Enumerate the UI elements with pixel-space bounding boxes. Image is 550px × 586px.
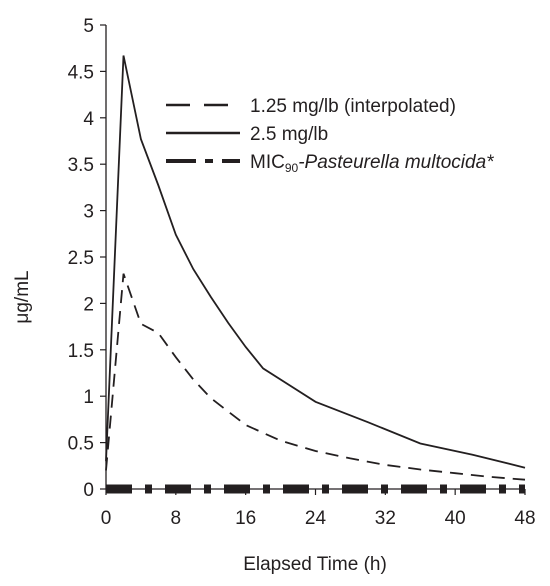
legend: 1.25 mg/lb (interpolated) 2.5 mg/lb MIC90-… <box>166 96 494 175</box>
axes <box>105 25 525 490</box>
y-tick-label: 2.5 <box>68 248 94 269</box>
y-tick-label: 0 <box>83 480 94 501</box>
x-tick-label: 24 <box>305 508 327 529</box>
series-line-dashed <box>105 273 526 481</box>
legend-label: 1.25 mg/lb (interpolated) <box>250 96 456 117</box>
x-tick-label: 16 <box>235 508 256 529</box>
plot-lines <box>105 55 526 494</box>
series-line-solid <box>105 55 526 469</box>
y-tick-label: 3.5 <box>68 155 94 176</box>
x-tick-label: 32 <box>375 508 396 529</box>
legend-label: 2.5 mg/lb <box>250 124 328 145</box>
y-tick-label: 1.5 <box>68 341 94 362</box>
y-axis-title: μg/mL <box>12 270 33 323</box>
x-tick-label: 40 <box>445 508 466 529</box>
x-axis-title: Elapsed Time (h) <box>243 554 387 575</box>
y-tick-label: 1 <box>83 387 94 408</box>
y-tick-label: 4.5 <box>68 62 94 83</box>
legend-label: MIC90-Pasteurella multocida* <box>250 152 494 175</box>
y-tick-label: 4 <box>83 109 94 130</box>
x-tick-label: 0 <box>101 508 112 529</box>
y-tick-label: 0.5 <box>68 434 94 455</box>
x-tick-label: 8 <box>171 508 182 529</box>
y-tick-label: 2 <box>83 294 94 315</box>
x-tick-label: 48 <box>514 508 535 529</box>
y-tick-label: 5 <box>83 16 94 37</box>
y-tick-label: 3 <box>83 202 94 223</box>
ticks: 0 0.5 1 1.5 2 2.5 3 3.5 4 4.5 5 0 8 16 24 32 40 48 <box>68 16 536 529</box>
